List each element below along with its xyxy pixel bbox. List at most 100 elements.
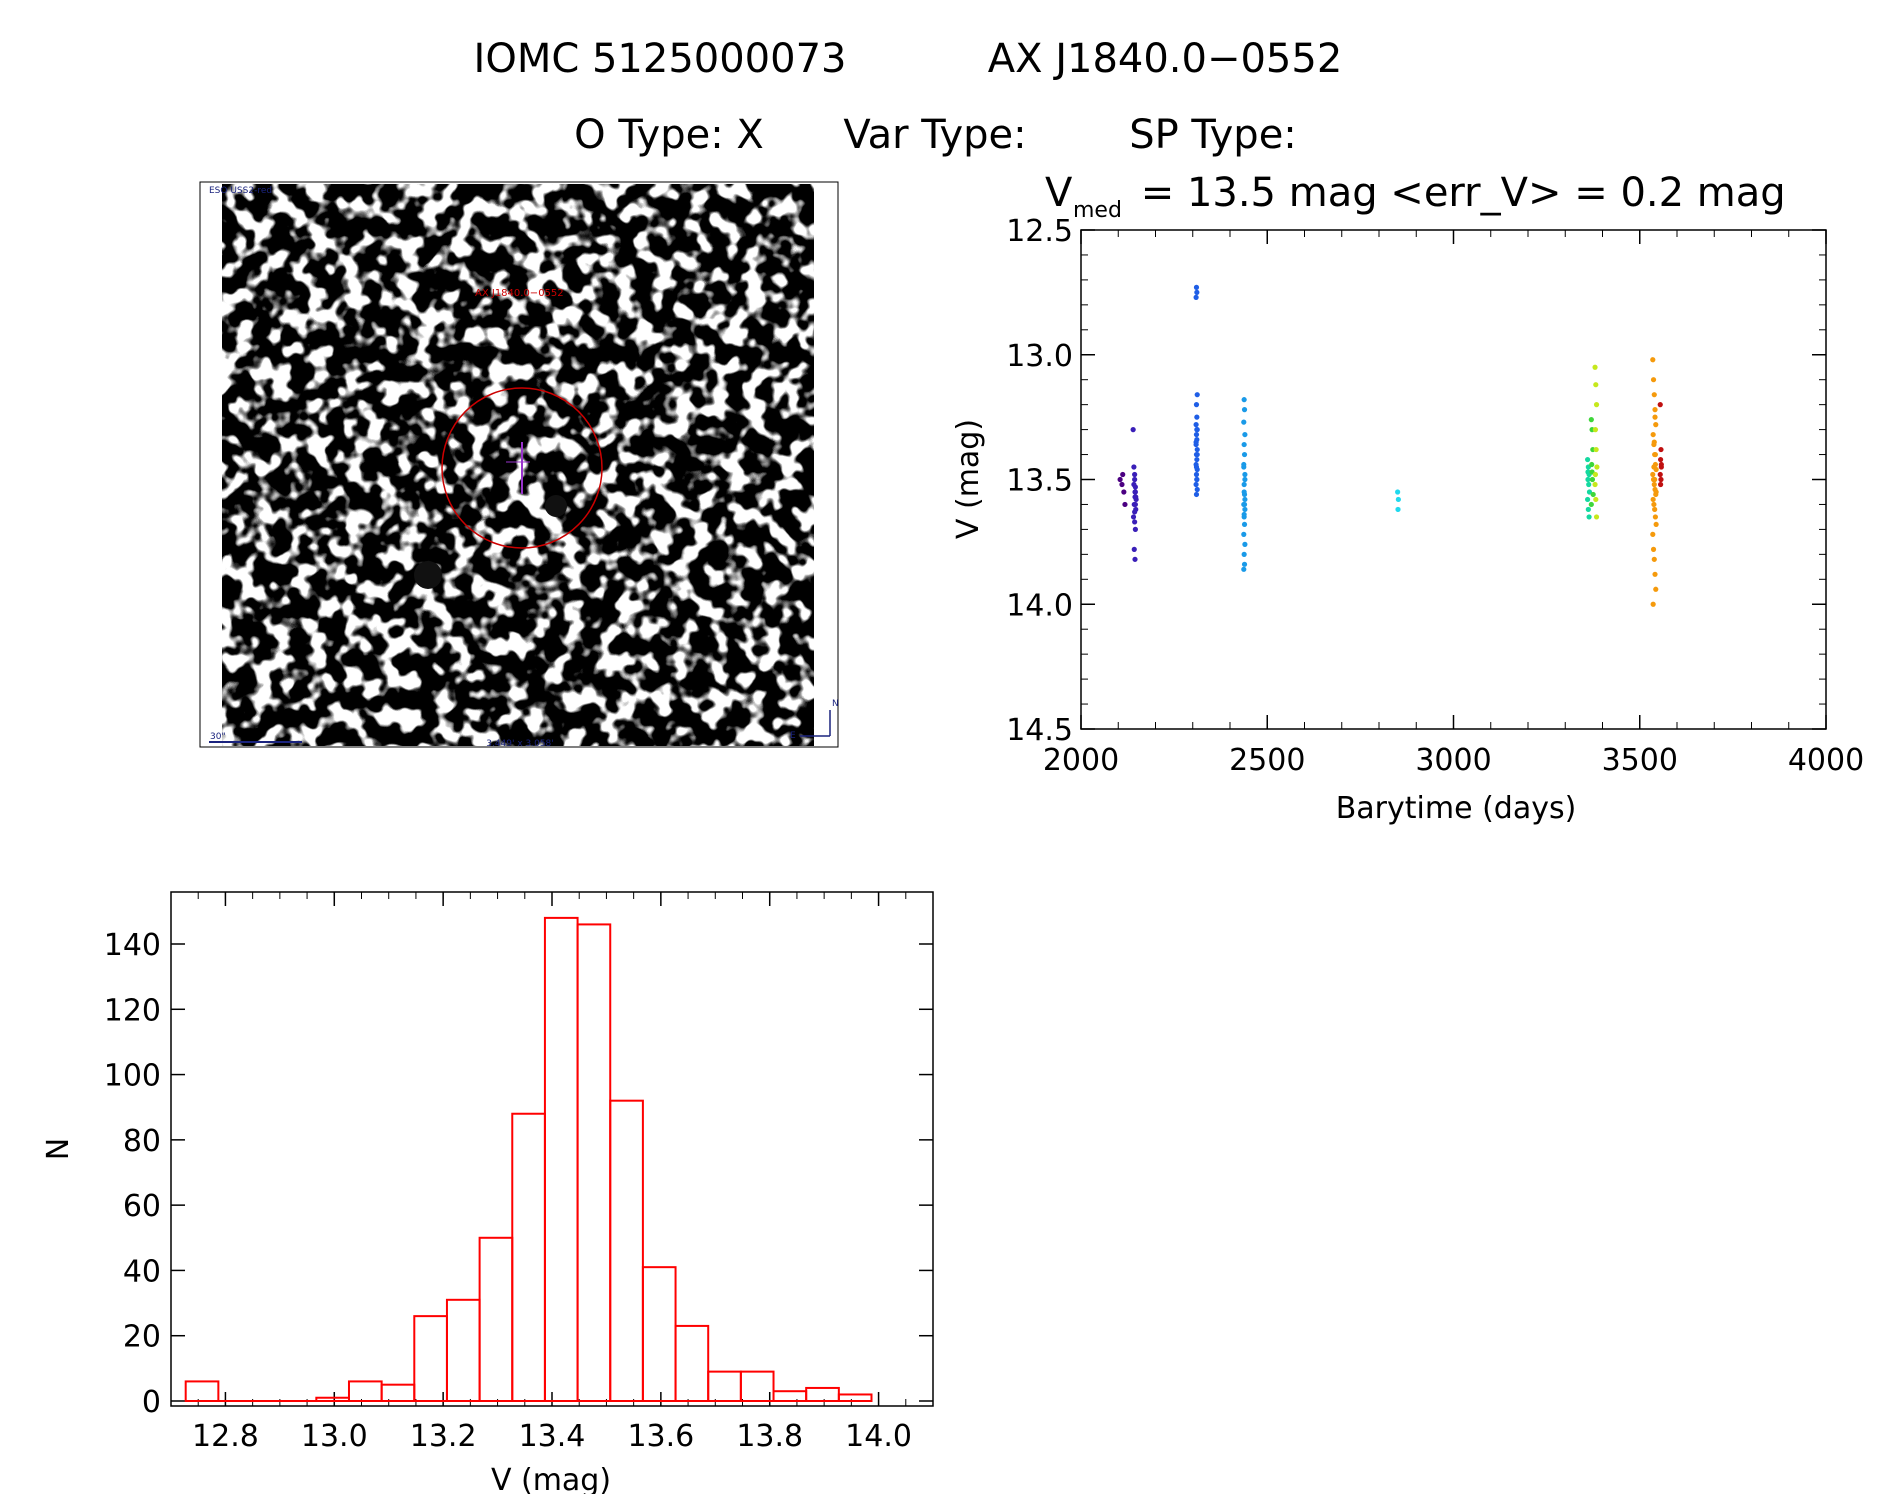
lightcurve-point: [1241, 481, 1247, 488]
lightcurve-point: [1242, 506, 1248, 513]
lightcurve-point: [1241, 464, 1247, 470]
lightcurve-point: [1193, 431, 1200, 438]
lightcurve-frame: [1080, 229, 1827, 730]
lightcurve-point: [1241, 419, 1247, 425]
lightcurve-point: [1131, 464, 1137, 470]
lightcurve-point: [1588, 501, 1594, 508]
object-type-label: O Type: X: [574, 112, 764, 158]
lightcurve-point: [1395, 496, 1401, 503]
x-tick-label: 4000: [1788, 743, 1864, 778]
lightcurve-point: [1592, 427, 1599, 433]
lightcurve-point: [1593, 446, 1599, 453]
lightcurve-point: [1241, 566, 1247, 572]
lightcurve-point: [1586, 481, 1592, 488]
vmed-symbol: V: [1045, 170, 1073, 216]
lightcurve-point: [1242, 431, 1248, 438]
lightcurve-point: [1651, 556, 1657, 562]
x-tick-label: 2500: [1229, 743, 1305, 778]
histogram-frame: [170, 891, 934, 1407]
lightcurve-point: [1650, 377, 1657, 383]
histogram-bar: [772, 1390, 808, 1403]
lightcurve-point: [1588, 417, 1594, 423]
lightcurve-point: [1586, 489, 1593, 495]
lightcurve-point: [1194, 392, 1200, 398]
lightcurve-point: [1117, 476, 1123, 483]
x-tick-label: 3000: [1415, 743, 1491, 778]
lightcurve-point: [1653, 586, 1659, 592]
object-id-title: IOMC 5125000073: [474, 36, 847, 82]
lightcurve-point: [1658, 446, 1664, 453]
lightcurve-point: [1652, 451, 1658, 458]
y-tick-label: 60: [123, 1189, 161, 1224]
lightcurve-point: [1652, 514, 1658, 520]
lightcurve-chart: 2000 2500 3000 3500 4000 12.5 13.0 13.5 14.0 14.5…: [951, 214, 1864, 826]
lightcurve-point: [1242, 496, 1248, 503]
lightcurve-point: [1650, 357, 1656, 363]
lightcurve-point: [1652, 414, 1658, 420]
lightcurve-points: [1117, 284, 1664, 607]
east-label: E: [790, 731, 796, 741]
lightcurve-point: [1242, 476, 1248, 483]
lightcurve-point: [1121, 489, 1127, 495]
lightcurve-point: [1651, 464, 1657, 470]
variability-type-label: Var Type:: [843, 112, 1026, 158]
y-tick-label: 12.5: [1006, 214, 1073, 249]
histogram-bar: [380, 1383, 416, 1403]
lightcurve-point: [1657, 402, 1663, 408]
lightcurve-point: [1132, 526, 1138, 533]
lightcurve-point: [1130, 514, 1137, 520]
bright-star: [414, 561, 442, 589]
lightcurve-point: [1241, 511, 1247, 518]
lightcurve-point: [1651, 481, 1657, 488]
field-of-view-label: 3.449' x 3.058': [486, 739, 554, 749]
lightcurve-point: [1241, 561, 1248, 567]
lightcurve-point: [1241, 441, 1247, 448]
lightcurve-point: [1650, 431, 1656, 438]
lightcurve-point: [1650, 601, 1656, 607]
lightcurve-ticks: 2000 2500 3000 3500 4000 12.5 13.0 13.5 14.0 14.5: [1006, 214, 1864, 778]
lightcurve-point: [1592, 481, 1598, 488]
lightcurve-stats-text: = 13.5 mag <err_V> = 0.2 mag: [1128, 170, 1786, 216]
y-tick-label: 40: [123, 1254, 161, 1289]
histogram-bar: [184, 1380, 220, 1403]
lightcurve-point: [1658, 461, 1664, 468]
lightcurve-point: [1131, 546, 1137, 552]
histogram-bar: [609, 1099, 644, 1402]
lightcurve-point: [1132, 489, 1138, 495]
x-tick-label: 14.0: [845, 1419, 912, 1454]
lightcurve-point: [1585, 476, 1591, 483]
lightcurve-x-label: Barytime (days): [1336, 791, 1577, 826]
x-tick-label: 13.8: [736, 1419, 803, 1454]
lightcurve-point: [1193, 481, 1199, 488]
lightcurve-point: [1590, 491, 1596, 498]
lightcurve-point: [1658, 481, 1664, 488]
bright-star: [545, 495, 567, 517]
lightcurve-point: [1241, 397, 1247, 403]
lightcurve-point: [1193, 471, 1200, 478]
histogram-bar: [478, 1236, 514, 1403]
lightcurve-point: [1241, 407, 1248, 413]
lightcurve-point: [1130, 427, 1136, 433]
lightcurve-point: [1242, 471, 1248, 478]
lightcurve-point: [1120, 471, 1126, 478]
lightcurve-point: [1241, 451, 1248, 458]
lightcurve-point: [1193, 422, 1199, 428]
y-tick-label: 14.5: [1006, 713, 1073, 748]
lightcurve-point: [1593, 496, 1599, 503]
lightcurve-point: [1653, 422, 1659, 428]
sky-image: [222, 184, 814, 746]
histogram-bar: [576, 923, 612, 1403]
lightcurve-point: [1193, 439, 1199, 445]
lightcurve-point: [1194, 476, 1200, 483]
header: IOMC 5125000073 AX J1840.0−0552 O Type: …: [474, 36, 1343, 158]
y-tick-label: 120: [104, 993, 161, 1028]
y-tick-label: 0: [142, 1385, 161, 1420]
y-tick-label: 20: [123, 1320, 161, 1355]
x-tick-label: 13.4: [519, 1419, 586, 1454]
lightcurve-point: [1586, 514, 1592, 520]
histogram-bar: [413, 1315, 448, 1402]
lightcurve-point: [1241, 551, 1247, 557]
histogram-chart: 12.8 13.0 13.2 13.4 13.6 13.8 14.0 0 20 40 60 80 100…: [41, 891, 934, 1494]
lightcurve-point: [1593, 514, 1600, 520]
